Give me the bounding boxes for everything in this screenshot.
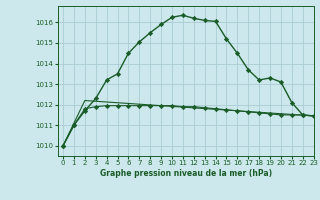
X-axis label: Graphe pression niveau de la mer (hPa): Graphe pression niveau de la mer (hPa) [100,169,272,178]
